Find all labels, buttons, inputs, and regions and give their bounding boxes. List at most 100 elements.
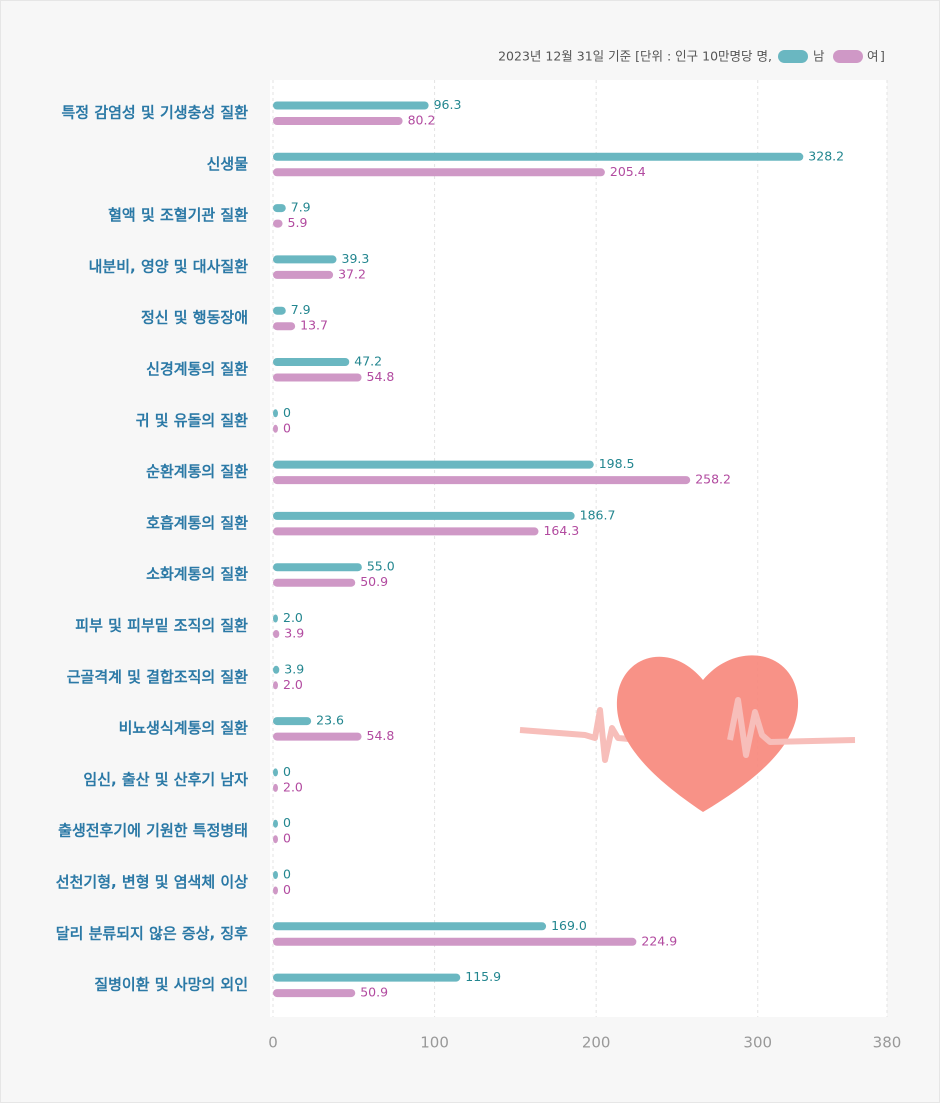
bar xyxy=(273,373,362,382)
x-tick-label: 0 xyxy=(268,1034,278,1052)
bar xyxy=(273,819,278,828)
x-tick-label: 100 xyxy=(420,1034,449,1052)
category-label: 귀 및 유돌의 질환 xyxy=(136,411,248,429)
value-label: 0 xyxy=(283,867,291,882)
bar xyxy=(273,101,429,110)
value-label: 54.8 xyxy=(367,369,395,384)
note: 2023년 12월 31일 기준 [단위 : 인구 10만명당 명, xyxy=(498,49,772,64)
category-label: 혈액 및 조혈기관 질환 xyxy=(108,206,248,224)
heart-illustration xyxy=(519,655,856,812)
bar xyxy=(273,717,312,726)
category-label: 정신 및 행동장애 xyxy=(141,309,248,327)
pulse-left xyxy=(519,707,641,763)
bar xyxy=(273,614,278,623)
value-label: 0 xyxy=(283,420,291,435)
value-label: 0 xyxy=(283,882,291,897)
value-label: 37.2 xyxy=(338,266,366,281)
value-label: 2.0 xyxy=(283,610,303,625)
value-label: 5.9 xyxy=(288,215,308,230)
value-label: 80.2 xyxy=(408,113,436,128)
value-label: 7.9 xyxy=(291,200,311,215)
category-label: 출생전후기에 기원한 특정병태 xyxy=(58,822,248,840)
bar xyxy=(273,732,362,741)
category-label: 순환계통의 질환 xyxy=(146,463,248,481)
bar xyxy=(273,117,403,125)
value-label: 328.2 xyxy=(808,148,844,163)
bar xyxy=(273,835,278,844)
heart xyxy=(616,655,799,812)
legend-label: 남 xyxy=(813,49,825,64)
value-label: 50.9 xyxy=(360,985,388,1000)
grid xyxy=(272,80,888,1017)
category-label: 소화계통의 질환 xyxy=(146,565,248,583)
value-label: 169.0 xyxy=(551,918,587,933)
category-label: 비뇨생식계통의 질환 xyxy=(119,719,249,737)
bar xyxy=(273,665,280,674)
bar xyxy=(273,922,547,931)
category-label: 질병이환 및 사망의 외인 xyxy=(94,976,248,994)
legend-swatch xyxy=(833,50,863,63)
value-label: 115.9 xyxy=(465,969,501,984)
category-label: 근골격계 및 결합조직의 질환 xyxy=(67,668,248,686)
category-label: 신경계통의 질환 xyxy=(146,360,248,378)
value-label: 96.3 xyxy=(434,97,462,112)
legend-label: 여 xyxy=(867,49,879,64)
value-label: 3.9 xyxy=(284,661,304,676)
bar xyxy=(273,270,334,279)
value-label: 0 xyxy=(283,405,291,420)
bar xyxy=(273,527,539,536)
category-label: 피부 및 피부밑 조직의 질환 xyxy=(75,617,248,635)
category-label: 선천기형, 변형 및 염색체 이상 xyxy=(56,873,248,891)
value-label: 47.2 xyxy=(354,354,382,369)
value-label: 164.3 xyxy=(543,523,579,538)
value-label: 224.9 xyxy=(641,933,677,948)
category-label: 임신, 출산 및 산후기 남자 xyxy=(83,770,248,788)
bar xyxy=(273,476,691,485)
value-label: 50.9 xyxy=(360,574,388,589)
bar xyxy=(273,322,296,331)
bar xyxy=(273,783,278,792)
value-label: 258.2 xyxy=(695,472,731,487)
value-label: 198.5 xyxy=(599,456,635,471)
bar xyxy=(273,219,283,228)
bar xyxy=(273,937,637,946)
x-tick-label: 380 xyxy=(873,1034,902,1052)
bar xyxy=(273,424,278,433)
bar xyxy=(273,578,356,587)
category-label: 내분비, 영양 및 대사질환 xyxy=(89,257,249,275)
bar xyxy=(273,460,594,469)
bar xyxy=(273,511,575,520)
plot-area xyxy=(270,80,887,1017)
value-label: 23.6 xyxy=(316,713,344,728)
value-label: 0 xyxy=(283,764,291,779)
bar xyxy=(273,204,286,213)
value-label: 0 xyxy=(283,831,291,846)
value-label: 55.0 xyxy=(367,559,395,574)
bar xyxy=(273,255,337,264)
value-label: 2.0 xyxy=(283,779,303,794)
value-label: 13.7 xyxy=(300,318,328,333)
value-label: 54.8 xyxy=(367,728,395,743)
bar xyxy=(273,768,278,777)
bar xyxy=(273,152,804,161)
value-label: 2.0 xyxy=(283,677,303,692)
bar xyxy=(273,989,356,998)
bar xyxy=(273,168,605,177)
legend-swatch xyxy=(778,50,808,63)
value-label: 7.9 xyxy=(291,302,311,317)
bar xyxy=(273,409,278,418)
bar xyxy=(273,973,461,982)
bar xyxy=(273,306,286,315)
bar xyxy=(273,358,350,366)
category-label: 호흡계통의 질환 xyxy=(146,514,248,532)
category-label: 달리 분류되지 않은 증상, 징후 xyxy=(56,924,248,942)
value-label: 0 xyxy=(283,815,291,830)
x-tick-label: 300 xyxy=(743,1034,772,1052)
x-tick-label: 200 xyxy=(582,1034,611,1052)
bar xyxy=(273,563,362,572)
value-label: 39.3 xyxy=(342,251,370,266)
category-label: 특정 감염성 및 기생충성 질환 xyxy=(62,104,249,122)
value-label: 186.7 xyxy=(580,507,616,522)
note-end: ] xyxy=(880,49,885,64)
